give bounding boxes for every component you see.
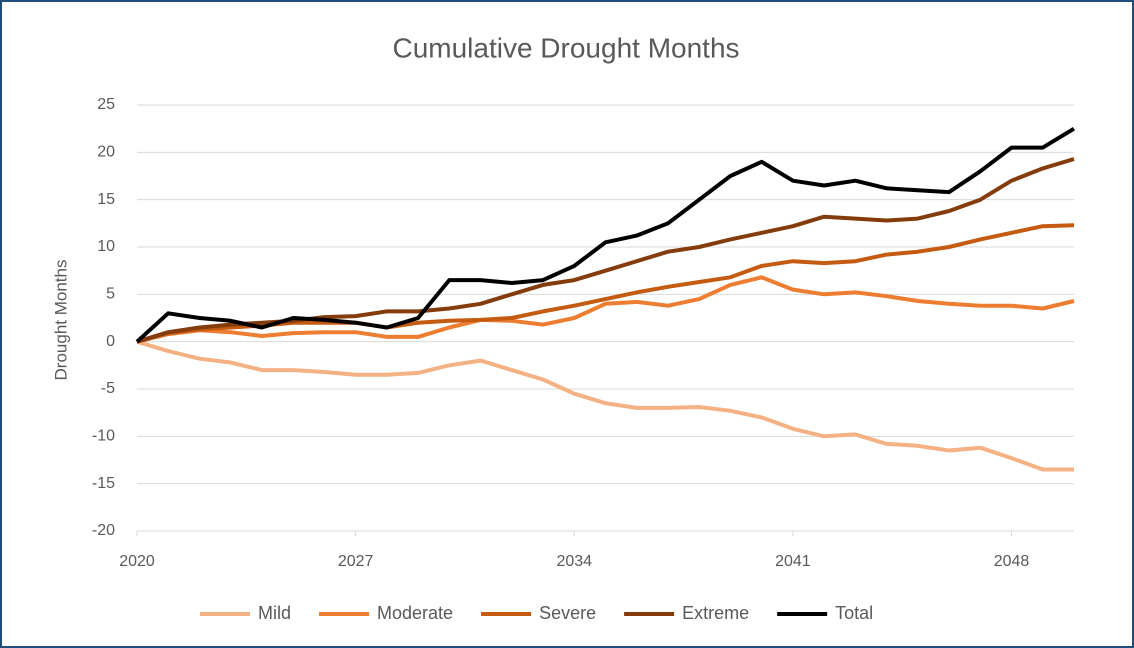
- x-tick-label: 2027: [338, 553, 374, 570]
- y-tick-label: 10: [97, 238, 115, 255]
- y-tick-label: 5: [106, 286, 115, 303]
- chart-title: Cumulative Drought Months: [392, 32, 739, 63]
- y-tick-label: -20: [92, 522, 115, 539]
- x-tick-label: 2048: [994, 553, 1030, 570]
- y-tick-label: 20: [97, 144, 115, 161]
- legend-label: Moderate: [377, 603, 453, 623]
- x-tick-label: 2020: [119, 553, 155, 570]
- line-series: [135, 126, 1076, 344]
- legend-label: Severe: [539, 603, 596, 623]
- y-tick-label: -5: [101, 380, 115, 397]
- legend-label: Mild: [258, 603, 291, 623]
- legend-label: Total: [835, 603, 873, 623]
- x-tick-label: 2041: [775, 553, 811, 570]
- line-series: [136, 339, 1074, 472]
- y-tick-label: 15: [97, 191, 115, 208]
- y-axis-label: Drought Months: [51, 260, 70, 381]
- y-tick-label: 0: [106, 333, 115, 350]
- y-tick-label: 25: [97, 96, 115, 113]
- line-series: [136, 157, 1075, 344]
- y-tick-label: -10: [92, 428, 115, 445]
- y-tick-label: -15: [92, 475, 115, 492]
- x-tick-label: 2034: [556, 553, 592, 570]
- legend-label: Extreme: [682, 603, 749, 623]
- line-series: [136, 275, 1075, 344]
